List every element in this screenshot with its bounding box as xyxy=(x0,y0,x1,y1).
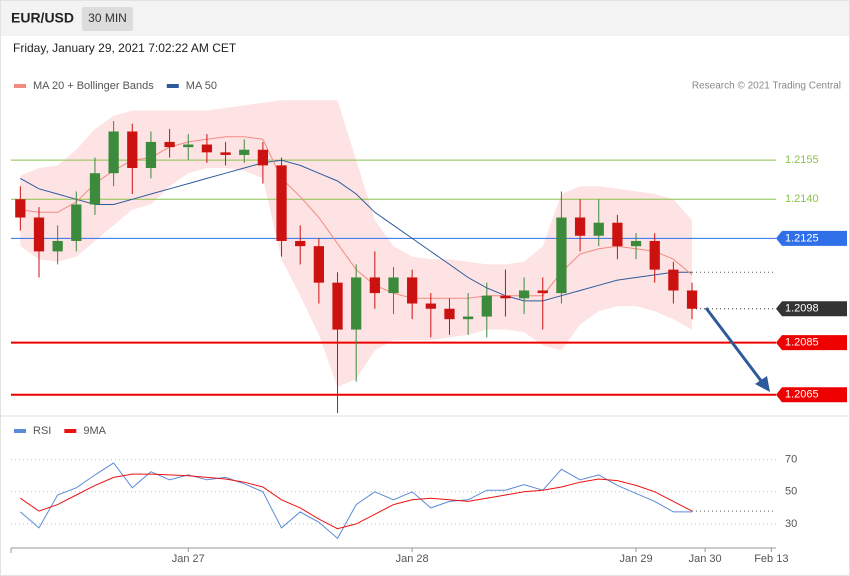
candle-body xyxy=(52,240,63,252)
level-label: 1.2125 xyxy=(785,232,819,244)
series-line xyxy=(20,473,693,530)
candle-body xyxy=(108,131,119,174)
legend-swatch xyxy=(14,84,26,88)
legend-label: 9MA xyxy=(83,425,106,437)
header-bar xyxy=(1,1,849,36)
candle-body xyxy=(15,199,26,218)
series-line xyxy=(19,462,692,540)
candle-body xyxy=(574,217,586,236)
timestamp: Friday, January 29, 2021 7:02:22 AM CET xyxy=(13,41,237,55)
price-panel: MA 20 + Bollinger Bands MA 50 Research © 2… xyxy=(11,80,847,413)
candle-body xyxy=(71,204,82,241)
candle-body xyxy=(593,222,604,236)
legend-label: RSI xyxy=(33,425,51,437)
credit: Research © 2021 Trading Central xyxy=(692,81,841,92)
candle-body xyxy=(388,277,399,294)
level-label: 1.2065 xyxy=(785,389,819,401)
candle-body xyxy=(686,290,698,309)
level-tag xyxy=(776,335,847,351)
level-label: 1.2140 xyxy=(785,193,819,205)
ma50-line xyxy=(20,159,692,302)
timeframe[interactable]: 30 MIN xyxy=(88,11,127,25)
candle-body xyxy=(164,141,175,148)
candle-body xyxy=(630,240,642,247)
candle-body xyxy=(351,277,362,330)
candle-body xyxy=(313,246,324,283)
candle-body xyxy=(612,222,623,247)
candle-body xyxy=(201,144,213,153)
y-tick-label: 70 xyxy=(785,454,797,466)
y-tick-label: 50 xyxy=(785,486,797,498)
level-label: 1.2155 xyxy=(785,154,819,166)
candle-body xyxy=(276,165,287,241)
candle-body xyxy=(332,282,343,330)
level-tag xyxy=(776,301,847,317)
level-tag xyxy=(776,230,847,246)
forecast-arrow xyxy=(704,307,764,383)
legend-label: MA 20 + Bollinger Bands xyxy=(33,80,154,92)
legend-label: MA 50 xyxy=(186,80,217,92)
bollinger-band xyxy=(20,100,693,387)
candle-body xyxy=(89,173,101,205)
candle-body xyxy=(369,277,380,294)
candle-body xyxy=(444,308,455,320)
candle-body xyxy=(220,152,231,155)
legend-swatch xyxy=(64,429,77,433)
candle-body xyxy=(500,295,511,299)
candle-body xyxy=(33,217,45,252)
legend-swatch xyxy=(166,84,179,88)
x-tick-label: Jan 27 xyxy=(172,553,205,565)
legend-swatch xyxy=(14,429,26,433)
candle-body xyxy=(239,149,250,155)
y-tick-label: 30 xyxy=(785,518,797,530)
timeframe-box[interactable] xyxy=(82,7,133,31)
x-tick-label: Jan 30 xyxy=(689,553,722,565)
level-tag xyxy=(776,387,847,403)
candle-body xyxy=(257,149,269,166)
candle-body xyxy=(183,144,194,148)
candle-body xyxy=(295,240,306,247)
level-label: 1.2085 xyxy=(785,337,819,349)
candle-body xyxy=(407,277,418,304)
level-label: 1.2098 xyxy=(785,303,819,315)
x-tick-label: Jan 28 xyxy=(396,553,429,565)
candle-body xyxy=(145,141,157,168)
candle-body xyxy=(425,303,436,309)
rsi-panel: RSI 9MA 30 50 70 Jan 27 Jan 28 Jan 29 Jan 30 Feb … xyxy=(10,425,797,565)
candle-body xyxy=(127,131,138,168)
candle-body xyxy=(518,290,530,299)
candle-body xyxy=(537,290,548,294)
candle-body xyxy=(668,269,679,291)
candle-body xyxy=(481,295,492,317)
candle-body xyxy=(649,240,660,270)
x-tick-label: Feb 13 xyxy=(754,553,788,565)
candle-body xyxy=(556,217,567,294)
symbol: EUR/USD xyxy=(11,10,74,26)
candle-body xyxy=(463,316,474,320)
x-tick-label: Jan 29 xyxy=(620,553,653,565)
forecast-arrowhead xyxy=(755,376,770,392)
